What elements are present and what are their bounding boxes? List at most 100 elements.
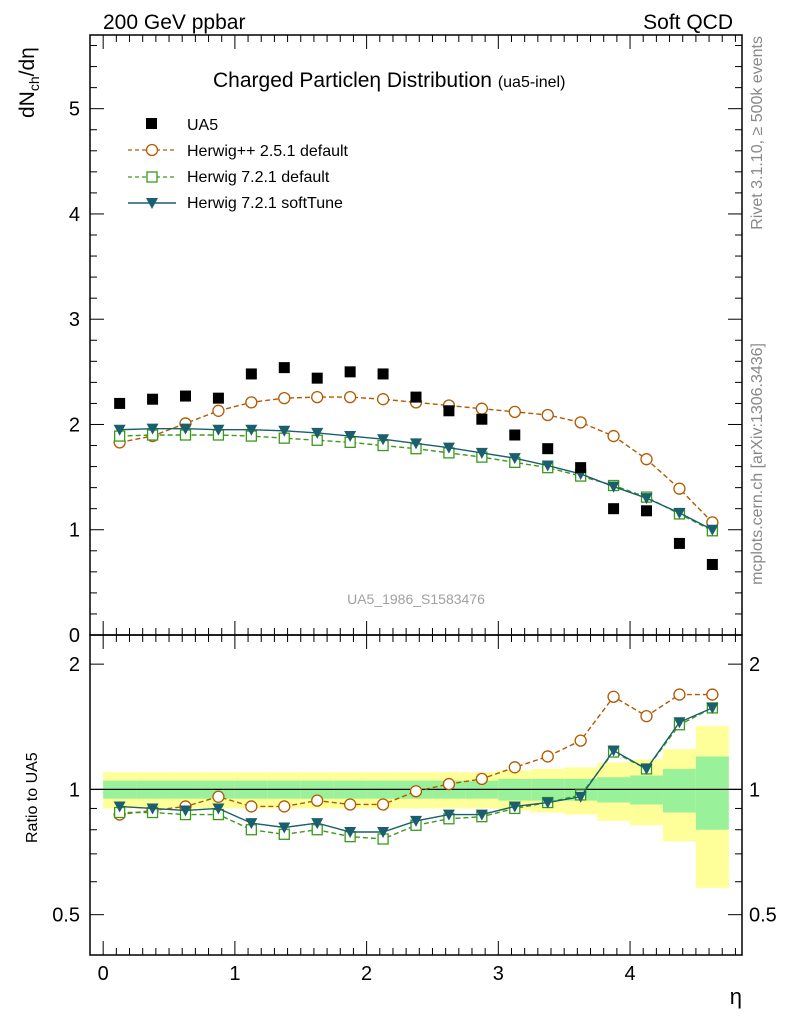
x-tick-label: 1 bbox=[229, 963, 240, 985]
x-axis-label: η bbox=[730, 984, 742, 1009]
series-3-ratio-point bbox=[278, 822, 291, 834]
series-3-ratio-point bbox=[146, 803, 159, 815]
series-3-point bbox=[508, 453, 521, 465]
series-3-point bbox=[607, 481, 620, 493]
series-1-point bbox=[343, 390, 357, 404]
series-0-point bbox=[179, 390, 191, 402]
header-left: 200 GeV ppbar bbox=[103, 11, 245, 34]
series-3-point bbox=[442, 442, 455, 454]
series-0-point bbox=[147, 393, 159, 405]
series-1-point bbox=[673, 482, 686, 495]
main-plot: 0 1 2 3 4 5 bbox=[69, 35, 742, 647]
series-1-point bbox=[508, 405, 521, 418]
series-1-point bbox=[574, 416, 587, 429]
series-0-point bbox=[245, 368, 257, 380]
series-3-point bbox=[278, 425, 291, 437]
y-tick-label: 2 bbox=[69, 414, 80, 436]
series-3-point bbox=[377, 434, 390, 446]
series-3-ratio-point bbox=[311, 818, 324, 830]
y-tick-label: 0.5 bbox=[52, 905, 80, 927]
series-3-ratio-point bbox=[508, 801, 521, 813]
series-1-ratio-point bbox=[212, 790, 225, 803]
series-1-point bbox=[245, 396, 258, 409]
series-0-point bbox=[443, 405, 455, 417]
series-3-ratio-point bbox=[673, 717, 686, 729]
series-1-ratio-point bbox=[574, 734, 587, 747]
series-1-ratio-point bbox=[311, 794, 324, 807]
header-right: Soft QCD bbox=[643, 11, 733, 34]
x-tick-label: 2 bbox=[361, 963, 372, 985]
y-axis-label-ratio: Ratio to UA5 bbox=[24, 752, 41, 843]
series-3-ratio-point bbox=[640, 763, 653, 775]
series-0-point bbox=[114, 397, 126, 409]
series-0-point bbox=[311, 372, 323, 384]
series-1-ratio-point bbox=[508, 761, 521, 774]
series-1-line bbox=[119, 396, 713, 523]
legend-marker-herwig72-softtune bbox=[146, 198, 158, 209]
legend-label-herwig72-softtune: Herwig 7.2.1 softTune bbox=[187, 195, 343, 212]
series-3-point bbox=[673, 507, 686, 519]
legend-marker-herwigpp bbox=[145, 143, 159, 157]
series-1-point bbox=[376, 393, 390, 406]
series-1-ratio-point bbox=[278, 800, 291, 813]
series-3-point bbox=[212, 424, 225, 436]
series-1-point bbox=[212, 404, 225, 417]
side-label-mcplots: mcplots.cern.ch [arXiv:1306.3436] bbox=[749, 343, 766, 585]
series-1-ratio-point bbox=[640, 709, 653, 723]
legend-marker-herwig72-default bbox=[146, 171, 158, 183]
series-1-ratio-point bbox=[673, 688, 686, 701]
series-1-ratio-point bbox=[475, 772, 489, 786]
y-tick-label-right: 2 bbox=[749, 654, 760, 676]
series-3-point bbox=[541, 460, 554, 472]
series-3-point bbox=[113, 424, 126, 436]
series-1-point bbox=[640, 453, 653, 466]
series-0-point bbox=[212, 392, 224, 404]
series-0-point bbox=[509, 429, 521, 441]
chart-title: Charged Particleη Distribution (ua5-inel… bbox=[213, 69, 565, 92]
series-3-ratio-point bbox=[706, 702, 719, 714]
series-3-point bbox=[179, 423, 192, 435]
series-0-point bbox=[410, 391, 422, 403]
x-tick-label: 4 bbox=[624, 963, 635, 985]
y-tick-label: 4 bbox=[69, 204, 80, 226]
y-axis-label-main-sub: ch bbox=[26, 76, 42, 91]
series-3-ratio-point bbox=[344, 827, 357, 839]
series-3-ratio-point bbox=[212, 803, 225, 815]
series-3-ratio-point bbox=[541, 797, 554, 809]
legend-label-herwigpp: Herwig++ 2.5.1 default bbox=[187, 143, 349, 160]
watermark: UA5_1986_S1583476 bbox=[347, 591, 485, 607]
x-tick-label: 0 bbox=[98, 963, 109, 985]
series-1-ratio-point bbox=[409, 785, 423, 798]
series-0-point bbox=[542, 443, 554, 455]
legend-label-ua5: UA5 bbox=[187, 117, 218, 134]
y-tick-label: 1 bbox=[69, 520, 80, 542]
y-tick-label-right: 0.5 bbox=[749, 905, 777, 927]
series-1-ratio-point bbox=[541, 750, 554, 763]
series-1-ratio-point bbox=[376, 798, 390, 811]
series-3-ratio-point bbox=[410, 815, 422, 827]
series-0-point bbox=[673, 537, 685, 549]
y-tick-label: 2 bbox=[69, 654, 80, 676]
series-1-point bbox=[311, 390, 324, 404]
series-0-point bbox=[377, 368, 389, 380]
series-3-ratio-point bbox=[179, 805, 192, 817]
series-3-ratio-point bbox=[607, 745, 620, 757]
series-0-point bbox=[344, 366, 356, 378]
y-axis-label-main-base: dN bbox=[16, 91, 39, 118]
series-3-ratio-point bbox=[574, 791, 587, 803]
series-0-point bbox=[706, 558, 718, 570]
series-1-point bbox=[541, 408, 554, 422]
series-3-point bbox=[475, 447, 488, 459]
series-1-ratio-point bbox=[706, 688, 719, 701]
y-tick-label: 0 bbox=[69, 625, 80, 647]
series-0-point bbox=[278, 362, 290, 374]
series-3-point bbox=[245, 424, 258, 436]
series-1-point bbox=[475, 402, 489, 415]
series-0-point bbox=[476, 413, 488, 425]
series-1-ratio-point bbox=[607, 690, 620, 703]
series-3-ratio-point bbox=[442, 809, 455, 821]
series-0-point bbox=[641, 505, 653, 517]
series-0-point bbox=[575, 462, 587, 474]
series-1-point bbox=[607, 429, 620, 443]
